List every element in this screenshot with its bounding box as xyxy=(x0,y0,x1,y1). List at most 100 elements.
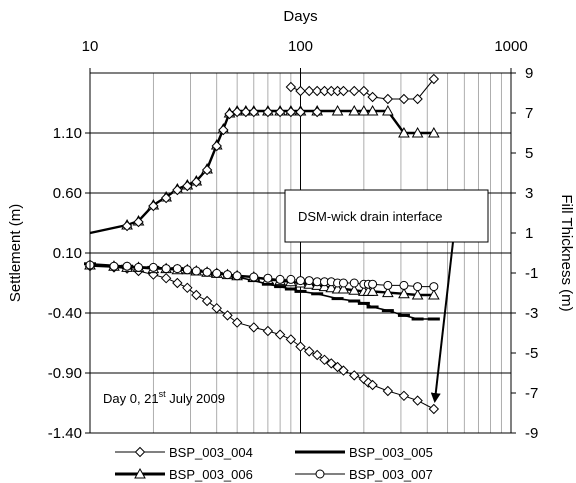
data-point xyxy=(311,349,323,361)
fill-point xyxy=(218,124,229,136)
left-axis: Settlement (m) 1.10 0.60 0.10 -0.40 -0.90 -1.… xyxy=(7,125,90,442)
right-tick-label: 7 xyxy=(525,105,533,122)
fill-point xyxy=(133,216,144,228)
data-point xyxy=(211,302,222,314)
data-point xyxy=(231,317,243,328)
data-point xyxy=(383,280,393,290)
day-note: Day 0, 21st July 2009 xyxy=(103,389,225,406)
right-tick-label: 3 xyxy=(525,185,533,202)
series-line xyxy=(89,265,435,410)
settlement-series xyxy=(84,258,440,415)
fill-point xyxy=(338,85,349,97)
data-point xyxy=(413,282,423,292)
fill-point xyxy=(366,104,379,116)
data-point xyxy=(134,262,144,272)
data-point xyxy=(412,395,423,406)
fill-point xyxy=(367,91,378,103)
grid xyxy=(89,73,511,434)
data-point xyxy=(182,282,193,294)
data-point xyxy=(349,370,360,381)
fill-point xyxy=(248,106,260,118)
data-point xyxy=(368,279,378,289)
legend-marker xyxy=(134,446,146,458)
data-point xyxy=(201,295,213,307)
top-axis-title: Days xyxy=(283,8,317,25)
legend-label: BSP_003_006 xyxy=(169,467,253,482)
data-point xyxy=(398,287,410,299)
fill-point xyxy=(311,106,323,118)
data-point xyxy=(161,264,171,274)
data-point xyxy=(285,334,297,345)
data-point xyxy=(366,285,379,296)
right-axis: Fill Thickness (m) 9 7 5 3 1 -1 -3 -5 -7 -9 xyxy=(511,65,575,442)
data-point xyxy=(222,310,233,321)
day-note-text: Day 0, 21st July 2009 xyxy=(103,389,225,406)
data-point xyxy=(338,278,348,288)
fill-point xyxy=(211,140,222,152)
fill-point xyxy=(398,126,410,138)
data-point xyxy=(182,265,192,275)
left-tick-label: -0.90 xyxy=(48,365,82,382)
data-point xyxy=(382,286,394,298)
legend-marker xyxy=(134,467,146,479)
legend-marker xyxy=(315,469,325,479)
top-axis: Days 10 100 1000 xyxy=(82,8,528,73)
legend-label: BSP_003_004 xyxy=(169,445,253,460)
data-point xyxy=(148,262,158,272)
annotation: DSM-wick drain interface xyxy=(284,189,489,403)
data-point xyxy=(312,277,322,287)
fill-point xyxy=(382,104,394,116)
fill-point xyxy=(412,93,423,105)
legend-item-BSP_003_006: BSP_003_006 xyxy=(115,467,253,482)
fill-point xyxy=(349,85,360,97)
annotation-arrow xyxy=(430,241,454,403)
data-point xyxy=(325,281,338,293)
data-point xyxy=(358,373,370,385)
left-tick-label: 0.60 xyxy=(53,185,82,202)
data-point xyxy=(349,278,359,288)
data-point xyxy=(382,385,394,397)
legend: BSP_003_004 BSP_003_005 BSP_003_006 BSP_003… xyxy=(115,445,433,482)
data-point xyxy=(399,280,409,290)
left-axis-title: Settlement (m) xyxy=(7,204,24,302)
fill-point xyxy=(148,200,159,212)
legend-label: BSP_003_007 xyxy=(349,467,433,482)
fill-point xyxy=(160,192,172,204)
data-point xyxy=(274,329,286,340)
data-point xyxy=(212,268,222,278)
right-tick-label: -7 xyxy=(525,385,538,402)
legend-item-BSP_003_004: BSP_003_004 xyxy=(115,445,253,460)
series-BSP_003_004 xyxy=(84,260,440,415)
fill-point xyxy=(398,93,410,105)
data-point xyxy=(172,277,183,289)
fill-point xyxy=(172,184,183,196)
fill-point xyxy=(331,104,344,116)
left-tick-label: -0.40 xyxy=(48,305,82,322)
right-axis-title: Fill Thickness (m) xyxy=(558,194,575,311)
data-point xyxy=(411,288,424,300)
fill-point xyxy=(274,106,286,118)
right-tick-label: -5 xyxy=(525,345,538,362)
data-point xyxy=(304,346,315,357)
fill-point xyxy=(285,81,297,93)
data-point xyxy=(223,270,233,280)
fill-point xyxy=(427,126,440,138)
data-point xyxy=(319,354,330,366)
fill-point xyxy=(295,106,306,118)
data-point xyxy=(262,325,274,337)
data-point xyxy=(367,379,378,391)
left-tick-label: -1.40 xyxy=(48,425,82,442)
data-point xyxy=(428,403,440,415)
data-point xyxy=(326,358,337,369)
data-point xyxy=(348,284,361,295)
top-tick-label: 10 xyxy=(82,38,99,55)
fill-point xyxy=(262,106,274,118)
annotation-text: DSM-wick drain interface xyxy=(298,209,443,224)
data-point xyxy=(191,266,201,276)
fill-point xyxy=(304,85,315,97)
data-point xyxy=(160,272,172,284)
fill-point xyxy=(182,180,193,192)
right-tick-label: 5 xyxy=(525,145,533,162)
fill-point xyxy=(231,106,243,118)
data-point xyxy=(304,276,314,286)
